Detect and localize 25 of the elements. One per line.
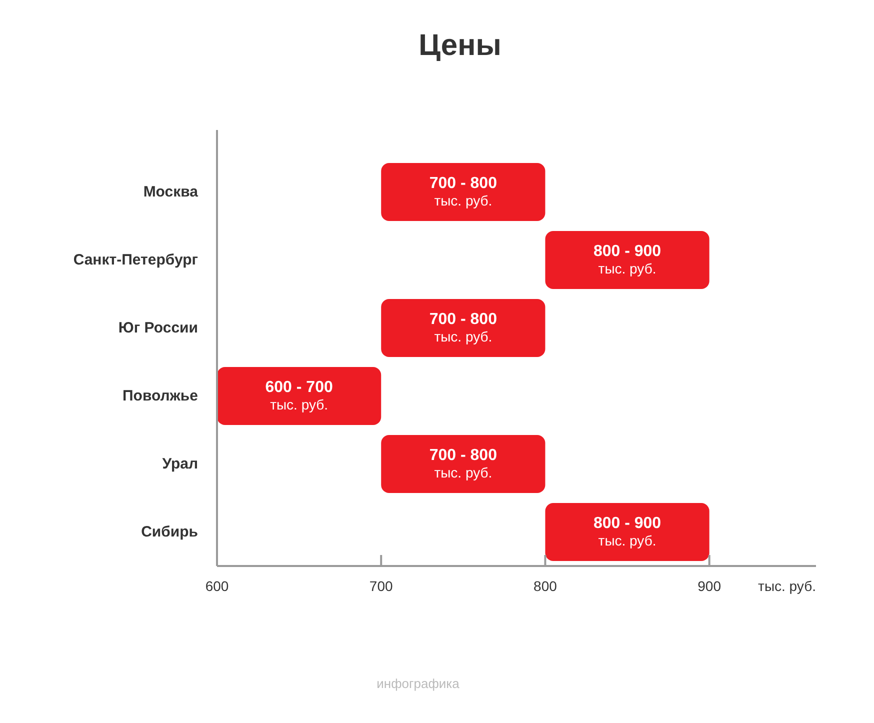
x-tick-label: 900: [698, 578, 722, 594]
x-axis-title: тыс. руб.: [758, 578, 816, 594]
bar: [381, 299, 546, 357]
y-tick-label: Урал: [162, 456, 198, 472]
chart-title: Цены: [418, 28, 502, 64]
y-tick-label: Санкт-Петербург: [73, 252, 198, 268]
annotation: 600 - 700 тыс. руб.: [265, 379, 333, 412]
bar: [381, 435, 546, 493]
text: инфографика: [376, 676, 460, 692]
annotation: 800 - 900 тыс. руб.: [593, 243, 662, 276]
bar: [545, 503, 710, 561]
annotation: 700 - 800 тыс. руб.: [429, 311, 498, 344]
x-tick-label: 700: [369, 578, 393, 594]
annotation: 700 - 800 тыс. руб.: [429, 447, 498, 480]
bar: [545, 231, 710, 289]
y-tick-label: Поволжье: [122, 388, 198, 404]
annotation: 700 - 800 тыс. руб.: [429, 175, 498, 208]
x-tick-label: 800: [534, 578, 558, 594]
bar: [217, 367, 382, 425]
x-tick-label: 600: [205, 578, 229, 594]
annotation: 800 - 900 тыс. руб.: [593, 515, 662, 548]
y-tick-label: Москва: [143, 184, 199, 200]
bar: [381, 163, 546, 221]
y-tick-label: Юг России: [118, 320, 198, 336]
y-tick-label: Сибирь: [141, 524, 198, 540]
